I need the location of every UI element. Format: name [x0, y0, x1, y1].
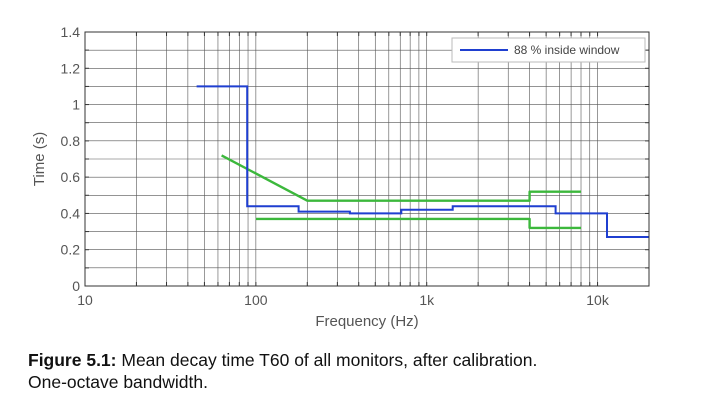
y-tick-labels: 0 0.2 0.4 0.6 0.8 1 1.2 1.4 [61, 24, 81, 294]
y-tick-label: 0.4 [61, 205, 81, 221]
legend-entry-label: 88 % inside window [514, 43, 620, 57]
y-tick-label: 0 [72, 278, 80, 294]
figure-caption: Figure 5.1: Mean decay time T60 of all m… [28, 349, 668, 393]
x-tick-label: 1k [419, 292, 435, 308]
chart: 10 100 1k 10k 0 0.2 0.4 0.6 0.8 1 1.2 1.4 Frequenc… [31, 24, 650, 330]
y-tick-label: 0.6 [61, 169, 81, 185]
x-tick-labels: 10 100 1k 10k [77, 292, 610, 308]
legend: 88 % inside window [451, 37, 646, 63]
series-layer [196, 85, 649, 238]
x-axis-label: Frequency (Hz) [315, 313, 418, 330]
y-tick-label: 1 [72, 97, 80, 113]
ticks [84, 31, 650, 287]
caption-text-line1: Mean decay time T60 of all monitors, aft… [121, 350, 538, 370]
legend-box [451, 37, 646, 63]
y-tick-label: 0.2 [61, 242, 81, 258]
caption-label: Figure 5.1: [28, 350, 117, 370]
y-tick-label: 1.4 [61, 24, 81, 40]
caption-text-line2: One-octave bandwidth. [28, 372, 208, 392]
tolerance-limits [221, 154, 581, 230]
tolerance-limit-line [221, 154, 581, 202]
x-tick-label: 10k [586, 292, 610, 308]
x-tick-label: 100 [244, 292, 268, 308]
y-tick-label: 0.8 [61, 133, 81, 149]
x-tick-label: 10 [77, 292, 93, 308]
series-line [196, 85, 649, 238]
tolerance-limit-line [255, 217, 581, 230]
y-axis-label: Time (s) [31, 132, 48, 186]
y-tick-label: 1.2 [61, 60, 81, 76]
